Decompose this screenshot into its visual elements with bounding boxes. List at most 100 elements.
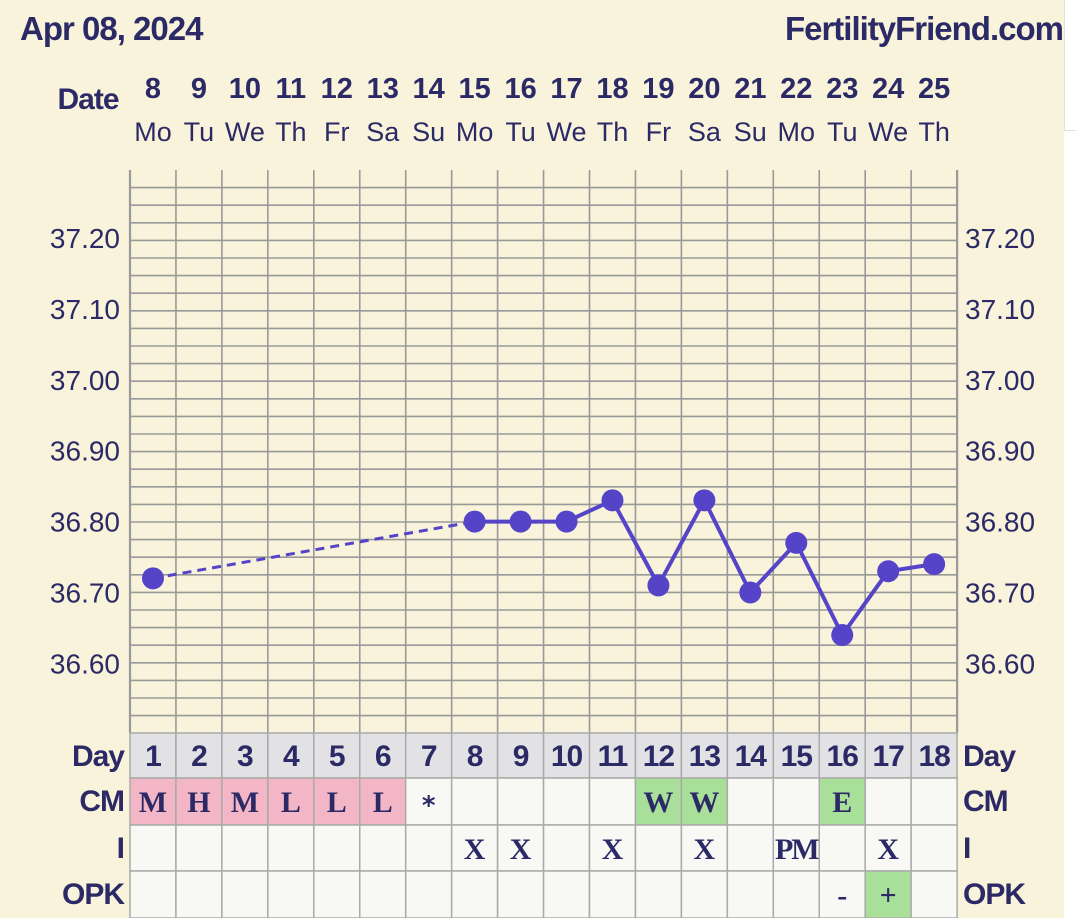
cm-cell-bg — [175, 777, 223, 826]
date-number: 11 — [275, 73, 306, 105]
intercourse-cell: X — [602, 833, 624, 866]
cm-cell: L — [373, 786, 393, 819]
intercourse-cell-bg — [588, 824, 637, 872]
intercourse-cell-bg — [313, 824, 361, 872]
temp-point — [877, 560, 900, 583]
intercourse-cell-bg — [542, 824, 591, 872]
temp-point — [463, 510, 486, 533]
cm-cell: L — [281, 786, 301, 819]
y-tick-left: 37.20 — [50, 223, 120, 254]
intercourse-cell-bg — [910, 824, 958, 872]
y-tick-left: 36.90 — [50, 436, 120, 467]
opk-cell-bg — [496, 870, 545, 918]
temp-point — [555, 510, 578, 533]
cycle-day-bg — [772, 732, 820, 779]
cycle-day: 9 — [513, 740, 529, 773]
weekday-label: We — [868, 117, 908, 147]
date-number: 15 — [458, 73, 490, 105]
opk-cell-bg — [450, 870, 499, 918]
date-number: 16 — [504, 73, 536, 105]
temp-line-segment — [702, 499, 753, 594]
opk-cell-bg — [267, 870, 315, 918]
opk-row-label-right: OPK — [963, 878, 1026, 911]
y-tick-left: 36.70 — [50, 578, 120, 609]
date-number: 14 — [413, 73, 445, 105]
y-tick-right: 37.10 — [965, 294, 1035, 325]
cm-cell: H — [187, 786, 210, 819]
intercourse-cell-bg — [634, 824, 683, 872]
date-number: 18 — [596, 73, 628, 105]
cycle-day-bg — [496, 732, 545, 779]
cycle-day: 14 — [735, 740, 768, 773]
weekday-label: Th — [918, 117, 950, 147]
temp-line-segment — [794, 541, 845, 636]
weekday-label: Th — [275, 117, 307, 147]
y-tick-left: 37.00 — [50, 365, 120, 396]
temp-point — [509, 510, 532, 533]
intercourse-cell: PM — [775, 833, 819, 866]
intercourse-cell: X — [464, 833, 486, 866]
date-number: 19 — [642, 73, 674, 105]
weekday-label: Mo — [456, 117, 494, 147]
cm-cell-bg — [910, 777, 958, 826]
cycle-day-bg — [634, 732, 683, 779]
opk-cell: - — [837, 879, 847, 912]
cycle-day-bg — [680, 732, 729, 779]
weekday-label: Tu — [505, 117, 536, 147]
date-number: 21 — [734, 73, 766, 105]
cm-cell-bg — [588, 777, 637, 826]
weekday-label: Th — [597, 117, 629, 147]
opk-cell-bg — [313, 870, 361, 918]
temp-line-segment — [610, 499, 661, 587]
cycle-day: 15 — [781, 740, 813, 773]
site-name[interactable]: FertilityFriend.com — [784, 10, 1064, 47]
date-number: 12 — [321, 73, 353, 105]
weekday-label: Su — [734, 117, 767, 147]
date-number: 13 — [367, 73, 399, 105]
cycle-day: 17 — [872, 740, 904, 773]
weekday-label: We — [547, 117, 587, 147]
weekday-label: Sa — [688, 117, 722, 147]
intercourse-cell-bg — [404, 824, 453, 872]
cm-cell-bg — [450, 777, 499, 826]
date-number: 25 — [918, 73, 950, 105]
opk-cell-bg — [542, 870, 591, 918]
intercourse-cell-bg — [267, 824, 315, 872]
opk-cell: + — [880, 879, 897, 912]
cycle-day: 11 — [598, 740, 628, 773]
day-row-label-left: Day — [72, 740, 125, 773]
opk-cell-bg — [175, 870, 223, 918]
opk-cell-bg — [129, 870, 177, 918]
intercourse-cell-bg — [129, 824, 177, 872]
cm-cell-bg — [726, 777, 775, 826]
date-number: 24 — [872, 73, 904, 105]
cm-cell-bg — [772, 777, 820, 826]
opk-cell-bg — [818, 870, 866, 918]
temp-point — [785, 531, 808, 554]
i-row-label-right: I — [963, 832, 970, 865]
cycle-day: 18 — [918, 740, 950, 773]
weekday-label: Fr — [324, 117, 349, 147]
date-row-label: Date — [57, 83, 118, 116]
intercourse-cell-bg — [359, 824, 407, 872]
weekday-label: Su — [412, 117, 445, 147]
chart-date: Apr 08, 2024 — [20, 10, 203, 47]
opk-cell-bg — [910, 870, 958, 918]
temp-point — [923, 553, 946, 576]
intercourse-cell-bg — [726, 824, 775, 872]
opk-cell-bg — [588, 870, 637, 918]
intercourse-cell-bg — [864, 824, 912, 872]
temp-line-segment — [748, 541, 798, 594]
date-number: 17 — [550, 73, 582, 105]
cycle-day: 7 — [421, 740, 437, 773]
cycle-day: 1 — [145, 740, 161, 773]
cycle-day: 16 — [827, 740, 859, 773]
opk-cell-bg — [772, 870, 820, 918]
cycle-day: 2 — [191, 740, 207, 773]
date-number: 10 — [229, 73, 261, 105]
y-tick-left: 37.10 — [50, 294, 120, 325]
cycle-day-bg — [542, 732, 591, 779]
opk-cell-bg — [634, 870, 683, 918]
cm-cell-bg — [221, 777, 269, 826]
